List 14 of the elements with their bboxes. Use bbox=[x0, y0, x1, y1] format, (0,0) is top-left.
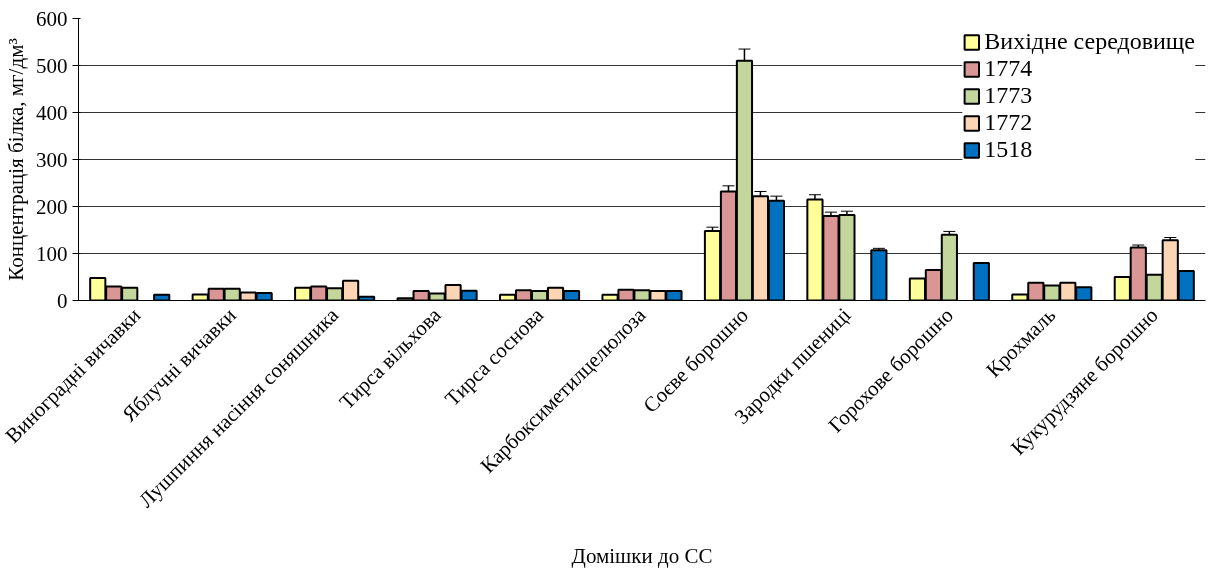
x-axis-title: Домішки до СС bbox=[571, 543, 713, 568]
y-tick-label: 100 bbox=[36, 241, 68, 266]
y-tick-label: 300 bbox=[36, 147, 68, 172]
legend-label: 1518 bbox=[984, 136, 1033, 163]
y-tick-label: 0 bbox=[57, 288, 68, 313]
legend-label: 1773 bbox=[984, 82, 1033, 109]
legend-label: 1772 bbox=[984, 109, 1033, 136]
y-tick-label: 400 bbox=[36, 100, 68, 125]
legend-label: Вихідне середовище bbox=[984, 28, 1195, 55]
legend-label: 1774 bbox=[984, 55, 1033, 82]
y-tick-label: 600 bbox=[36, 6, 68, 31]
y-tick-label: 500 bbox=[36, 53, 68, 78]
y-axis-title: Концентрація білка, мг/дм³ bbox=[4, 38, 28, 281]
y-tick-label: 200 bbox=[36, 194, 68, 219]
